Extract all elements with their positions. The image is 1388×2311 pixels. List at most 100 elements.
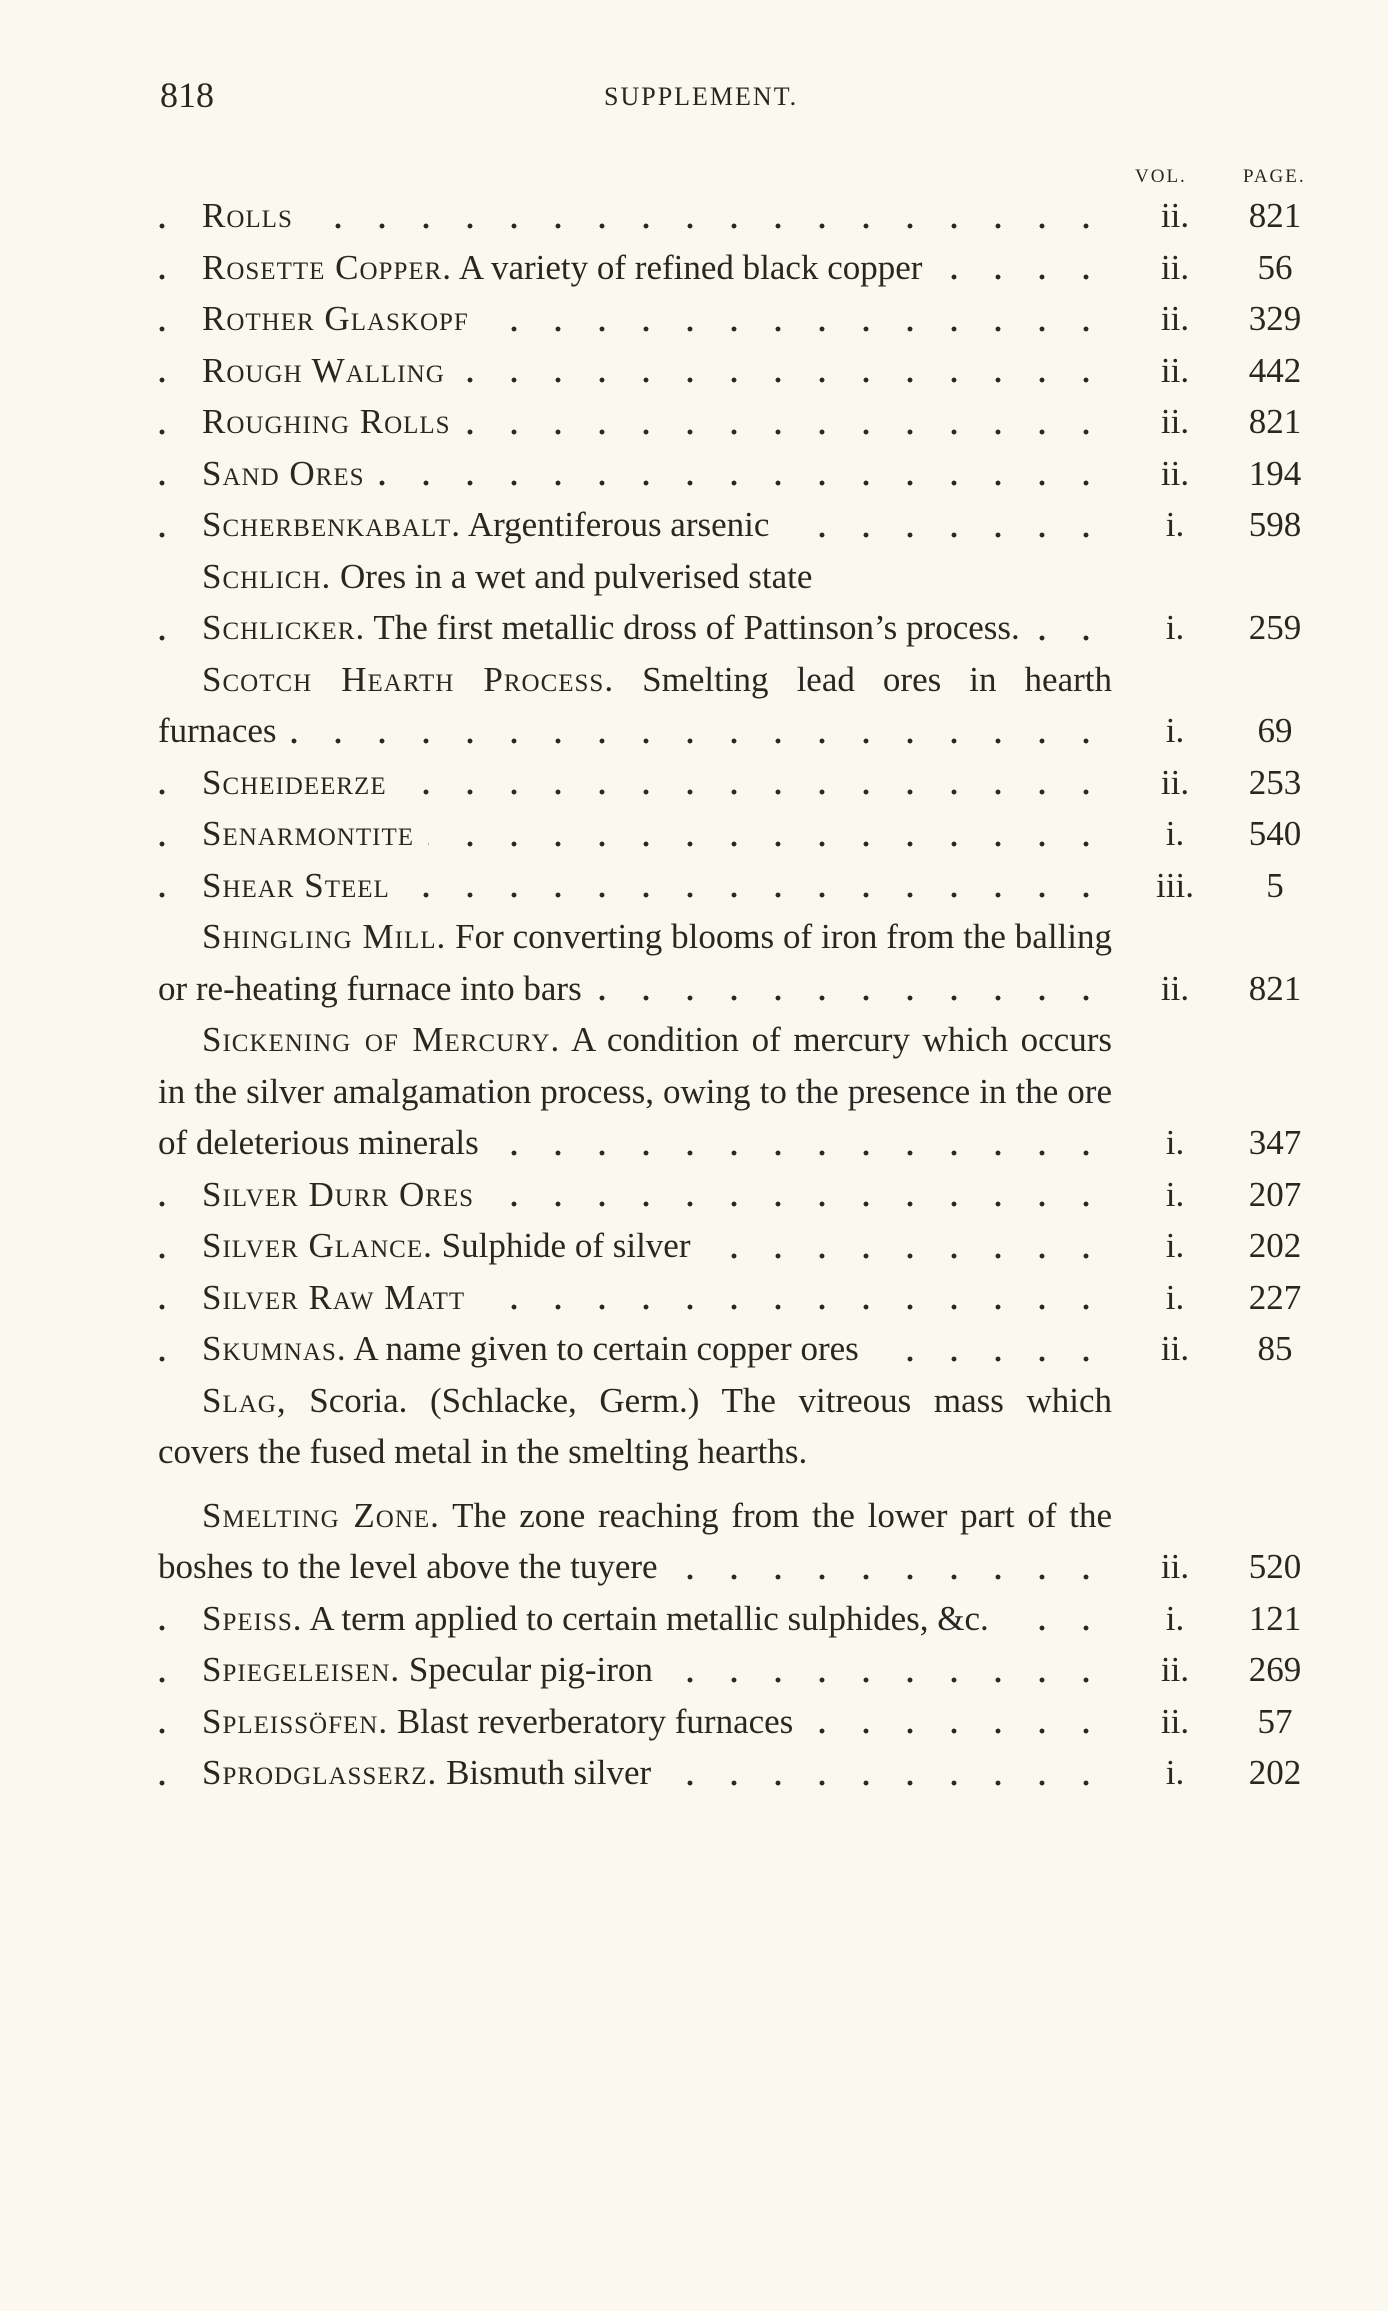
entry-description: A term applied to certain metallic sulph…	[309, 1598, 989, 1638]
page-ref: 227	[1248, 1277, 1302, 1317]
entry-description: Smelting lead ores in hearth furnaces	[158, 659, 1112, 751]
volume: iii.	[1156, 865, 1194, 905]
entry-text: Rolls	[158, 190, 1112, 242]
running-head: SUPPLEMENT.	[604, 82, 799, 111]
entry-line: Silver Durr Ores	[202, 1174, 489, 1214]
entry-description: Specular pig-iron	[408, 1650, 653, 1689]
column-head: VOL.	[1135, 166, 1187, 187]
index-entry: Schlich. Ores in a wet and pulverised st…	[0, 551, 1388, 603]
page-ref: 202	[1248, 1226, 1302, 1265]
page-ref: 202	[1248, 1753, 1302, 1792]
entry-line: Rough Walling	[202, 350, 459, 390]
volume: i.	[1165, 608, 1185, 647]
index-entry: Slag, Scoria. (Schlacke, Germ.) The vitr…	[0, 1375, 1388, 1478]
entry-line: Skumnas. A name given to certain copper …	[202, 1329, 873, 1368]
dot-leader	[158, 473, 1112, 493]
entry-text: Silver Raw Matt	[158, 1272, 1112, 1324]
entry-term: Senarmontite	[202, 814, 414, 853]
entry-line: Schlicker. The first metallic dross of P…	[202, 608, 1034, 647]
index-entry: Silver Glance. Sulphide of silver i. 202	[0, 1220, 1388, 1272]
page-ref: 442	[1248, 350, 1302, 390]
index-entry: Rolls ii. 821	[0, 190, 1388, 242]
volume: ii.	[1160, 762, 1190, 802]
entry-line: Shear Steel	[202, 865, 404, 905]
entry-description: A variety of refined black copper	[458, 247, 923, 287]
entry-term: Spleissöfen.	[202, 1701, 389, 1741]
volume: ii.	[1160, 196, 1190, 235]
page-ref: 269	[1248, 1650, 1302, 1689]
entry-term: Rolls	[202, 196, 293, 235]
page-ref: 329	[1248, 299, 1302, 338]
index-entry: Rother Glaskopf ii. 329	[0, 293, 1388, 345]
page-ref: 253	[1248, 762, 1302, 802]
page-ref: 347	[1248, 1123, 1302, 1162]
index-entry: Sickening of Mercury. A condition of mer…	[0, 1014, 1388, 1169]
page-ref: 821	[1248, 968, 1302, 1008]
page-ref: 598	[1248, 505, 1302, 544]
page-ref: 85	[1257, 1329, 1293, 1368]
entry-term: Sickening of Mercury.	[202, 1020, 561, 1059]
page-ref: 520	[1248, 1547, 1302, 1586]
volume: i.	[1165, 814, 1185, 853]
entry-text: Scheideerze	[158, 757, 1112, 809]
entry-text: Schlich. Ores in a wet and pulverised st…	[158, 551, 1112, 603]
volume: i.	[1165, 1174, 1185, 1214]
page-ref: 69	[1257, 711, 1293, 750]
page-ref: 259	[1248, 608, 1302, 647]
entry-term: Roughing Rolls	[202, 402, 451, 441]
entry-description: A name given to certain copper ores	[353, 1329, 859, 1368]
entry-term: Spiegeleisen.	[202, 1650, 401, 1689]
index-entry: Schlicker. The first metallic dross of P…	[0, 602, 1388, 654]
entry-description: Ores in a wet and pulverised state	[340, 556, 813, 596]
entry-text: Silver Glance. Sulphide of silver	[158, 1220, 1112, 1272]
index-entry: Rough Walling ii. 442	[0, 345, 1388, 397]
entry-line: Rother Glaskopf	[202, 299, 483, 338]
volume: ii.	[1160, 299, 1190, 338]
entry-line: Sand Ores	[202, 453, 379, 493]
volume: ii.	[1160, 1329, 1190, 1368]
entry-description: For converting blooms of iron from the b…	[158, 917, 1112, 1008]
volume: ii.	[1160, 402, 1190, 441]
index-entry: Skumnas. A name given to certain copper …	[0, 1323, 1388, 1375]
index-entry: Silver Durr Ores i. 207	[0, 1169, 1388, 1221]
entry-text: Scherbenkabalt. Argentiferous arsenic	[158, 499, 1112, 551]
volume: ii.	[1160, 350, 1190, 390]
entry-line: Roughing Rolls	[202, 402, 465, 441]
entry-line: Slag, Scoria. (Schlacke, Germ.) The vitr…	[158, 1380, 1112, 1471]
entry-description: Blast reverberatory furnaces	[396, 1701, 794, 1741]
entry-term: Speiss.	[202, 1598, 303, 1638]
entry-term: Rosette Copper.	[202, 247, 453, 287]
entry-text: Skumnas. A name given to certain copper …	[158, 1323, 1112, 1375]
entry-text: Rosette Copper. A variety of refined bla…	[158, 242, 1112, 294]
entry-line: Spiegeleisen. Specular pig-iron	[202, 1650, 667, 1689]
entry-text: Shingling Mill. For converting blooms of…	[158, 911, 1112, 1014]
entry-line: Spleissöfen. Blast reverberatory furnace…	[202, 1701, 808, 1741]
entry-term: Rough Walling	[202, 350, 445, 390]
entry-text: Slag, Scoria. (Schlacke, Germ.) The vitr…	[158, 1375, 1112, 1478]
entry-text: Scotch Hearth Process. Smelting lead ore…	[158, 654, 1112, 757]
entry-line: Speiss. A term applied to certain metall…	[202, 1598, 1003, 1638]
entry-description: A condition of mercury which occurs in t…	[158, 1020, 1112, 1162]
entry-term: Silver Glance.	[202, 1226, 433, 1265]
volume: i.	[1165, 1226, 1185, 1265]
entry-description: Sulphide of silver	[441, 1226, 691, 1265]
entry-term: Rother Glaskopf	[202, 299, 469, 338]
volume: i.	[1165, 505, 1185, 544]
index-entry: Scheideerze ii. 253	[0, 757, 1388, 809]
entry-text: Speiss. A term applied to certain metall…	[158, 1593, 1112, 1645]
entry-text: Schlicker. The first metallic dross of P…	[158, 602, 1112, 654]
entry-line: Scheideerze	[202, 762, 401, 802]
entry-term: Scotch Hearth Process.	[202, 659, 615, 699]
entry-term: Slag,	[202, 1380, 287, 1420]
entry-text: Sand Ores	[158, 448, 1112, 500]
index-entry: Smelting Zone. The zone reaching from th…	[0, 1490, 1388, 1593]
index-entry: Silver Raw Matt i. 227	[0, 1272, 1388, 1324]
index-entry: Shingling Mill. For converting blooms of…	[0, 911, 1388, 1014]
index-entry: Roughing Rolls ii. 821	[0, 396, 1388, 448]
entry-term: Schlicker.	[202, 608, 366, 647]
entry-text: Rough Walling	[158, 345, 1112, 397]
volume: i.	[1165, 1123, 1185, 1162]
volume: ii.	[1160, 968, 1190, 1008]
entry-term: Silver Durr Ores	[202, 1174, 475, 1214]
